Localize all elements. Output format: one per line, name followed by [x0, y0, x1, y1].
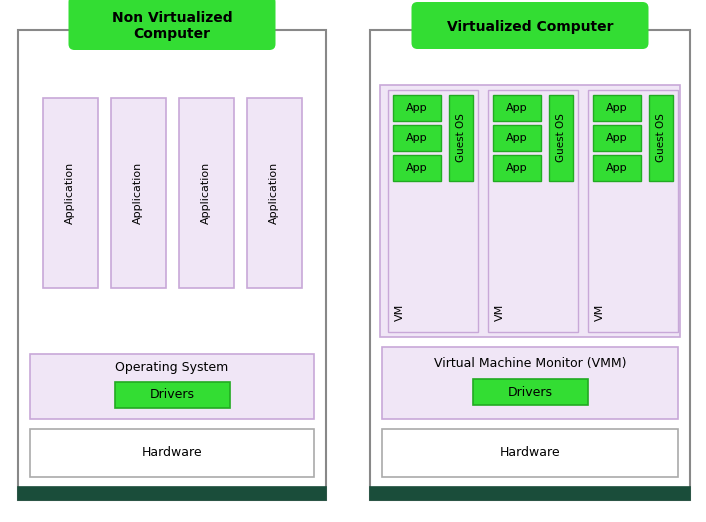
- FancyBboxPatch shape: [382, 429, 678, 477]
- FancyBboxPatch shape: [18, 487, 326, 500]
- FancyBboxPatch shape: [393, 95, 441, 121]
- Text: App: App: [606, 133, 628, 143]
- Text: VM: VM: [495, 303, 505, 321]
- FancyBboxPatch shape: [472, 379, 587, 405]
- FancyBboxPatch shape: [179, 98, 234, 288]
- Text: App: App: [506, 133, 528, 143]
- FancyBboxPatch shape: [111, 98, 165, 288]
- Text: Operating System: Operating System: [115, 362, 229, 374]
- FancyBboxPatch shape: [380, 85, 680, 337]
- FancyBboxPatch shape: [588, 90, 678, 332]
- FancyBboxPatch shape: [649, 95, 673, 181]
- Text: VM: VM: [595, 303, 605, 321]
- FancyBboxPatch shape: [493, 125, 541, 151]
- FancyBboxPatch shape: [18, 30, 326, 500]
- FancyBboxPatch shape: [393, 125, 441, 151]
- Text: Hardware: Hardware: [142, 446, 203, 459]
- Text: Non Virtualized
Computer: Non Virtualized Computer: [112, 11, 232, 41]
- FancyBboxPatch shape: [449, 95, 473, 181]
- Text: App: App: [506, 163, 528, 173]
- Text: App: App: [606, 103, 628, 113]
- Text: Guest OS: Guest OS: [456, 114, 466, 162]
- Text: App: App: [606, 163, 628, 173]
- FancyBboxPatch shape: [388, 90, 478, 332]
- FancyBboxPatch shape: [30, 354, 314, 419]
- FancyBboxPatch shape: [30, 429, 314, 477]
- FancyBboxPatch shape: [393, 155, 441, 181]
- Text: Application: Application: [269, 162, 279, 224]
- FancyBboxPatch shape: [593, 95, 641, 121]
- FancyBboxPatch shape: [370, 30, 690, 500]
- FancyBboxPatch shape: [549, 95, 573, 181]
- Text: Hardware: Hardware: [500, 446, 561, 459]
- FancyBboxPatch shape: [488, 90, 578, 332]
- FancyBboxPatch shape: [68, 0, 275, 50]
- FancyBboxPatch shape: [246, 98, 301, 288]
- FancyBboxPatch shape: [493, 155, 541, 181]
- Text: Application: Application: [133, 162, 143, 224]
- Text: Application: Application: [65, 162, 75, 224]
- FancyBboxPatch shape: [42, 98, 97, 288]
- Text: Drivers: Drivers: [150, 388, 194, 401]
- Text: App: App: [406, 133, 428, 143]
- Text: Guest OS: Guest OS: [556, 114, 566, 162]
- Text: Drivers: Drivers: [508, 386, 553, 398]
- Text: Virtualized Computer: Virtualized Computer: [447, 20, 614, 34]
- Text: App: App: [506, 103, 528, 113]
- Text: App: App: [406, 103, 428, 113]
- FancyBboxPatch shape: [370, 487, 690, 500]
- FancyBboxPatch shape: [593, 155, 641, 181]
- FancyBboxPatch shape: [114, 382, 229, 408]
- Text: Guest OS: Guest OS: [656, 114, 666, 162]
- FancyBboxPatch shape: [412, 2, 649, 49]
- Text: VM: VM: [395, 303, 405, 321]
- FancyBboxPatch shape: [593, 125, 641, 151]
- Text: App: App: [406, 163, 428, 173]
- Text: Virtual Machine Monitor (VMM): Virtual Machine Monitor (VMM): [433, 357, 626, 370]
- FancyBboxPatch shape: [382, 347, 678, 419]
- Text: Application: Application: [201, 162, 211, 224]
- FancyBboxPatch shape: [493, 95, 541, 121]
